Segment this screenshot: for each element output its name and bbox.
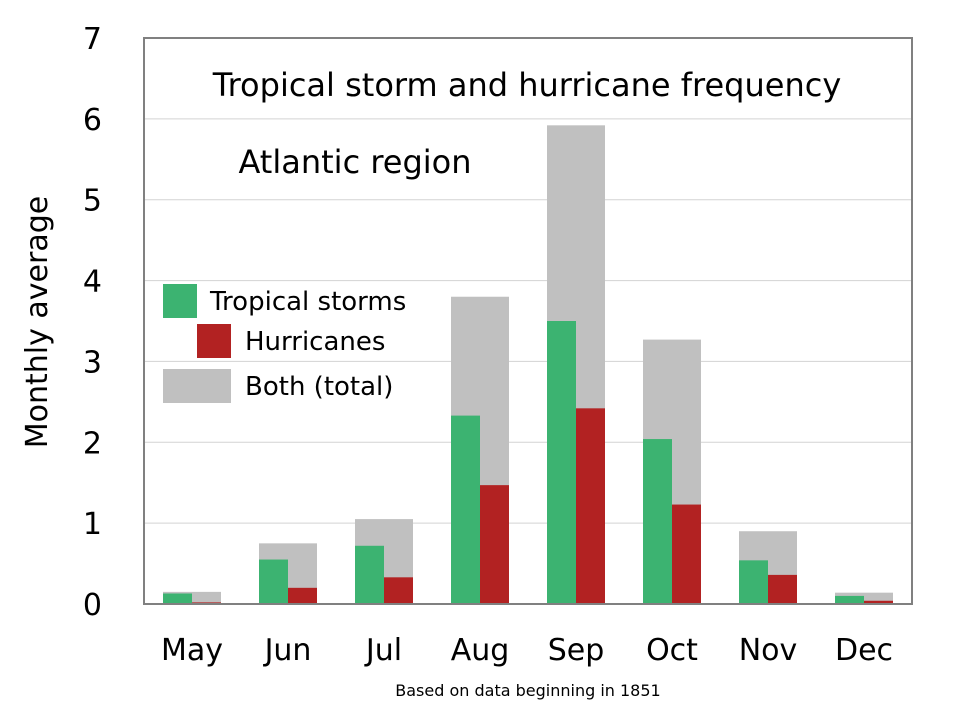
chart-title: Tropical storm and hurricane frequency [212,66,842,104]
x-tick-jul: Jul [364,633,402,668]
legend-label-hurricanes: Hurricanes [245,327,385,357]
bar-hurricanes-nov [768,574,797,604]
x-tick-sep: Sep [548,633,605,668]
bar-tropical-storms-oct [643,439,672,604]
y-tick-labels: 0 1 2 3 4 5 6 7 [83,22,102,623]
x-tick-jun: Jun [263,633,312,668]
legend: Tropical storms Hurricanes Both (total) [163,284,406,403]
bar-tropical-storms-jul [355,545,384,604]
y-tick-0: 0 [83,588,102,623]
chart-subtitle: Atlantic region [238,143,471,181]
legend-label-both-total: Both (total) [245,372,393,402]
bar-tropical-storms-nov [739,560,768,604]
x-tick-oct: Oct [646,633,698,668]
y-tick-2: 2 [83,426,102,461]
y-tick-5: 5 [83,184,102,219]
bar-hurricanes-jun [288,587,317,604]
x-tick-aug: Aug [451,633,510,668]
y-tick-4: 4 [83,265,102,300]
y-tick-7: 7 [83,22,102,57]
y-tick-1: 1 [83,507,102,542]
legend-swatch-both-total [163,369,231,403]
bar-tropical-storms-aug [451,415,480,604]
bar-tropical-storms-dec [835,595,864,604]
bar-hurricanes-oct [672,504,701,604]
plot-background [144,38,912,604]
bar-tropical-storms-may [163,593,192,604]
x-tick-dec: Dec [835,633,893,668]
y-tick-6: 6 [83,103,102,138]
gridlines [144,118,912,524]
bar-tropical-storms-sep [547,321,576,604]
bars [163,125,893,604]
plot-frame [143,37,913,605]
bar-hurricanes-jul [384,577,413,604]
bar-tropical-storms-jun [259,559,288,604]
x-tick-labels: May Jun Jul Aug Sep Oct Nov Dec [161,633,893,668]
legend-swatch-tropical-storms [163,284,197,318]
y-axis-label: Monthly average [20,196,55,448]
x-tick-nov: Nov [739,633,798,668]
x-tick-may: May [161,633,223,668]
bar-hurricanes-dec [864,600,893,604]
bar-hurricanes-sep [576,408,605,604]
legend-label-tropical-storms: Tropical storms [209,287,406,317]
y-tick-3: 3 [83,345,102,380]
source-note: Based on data beginning in 1851 [395,681,660,700]
legend-swatch-hurricanes [197,324,231,358]
bar-hurricanes-aug [480,485,509,604]
